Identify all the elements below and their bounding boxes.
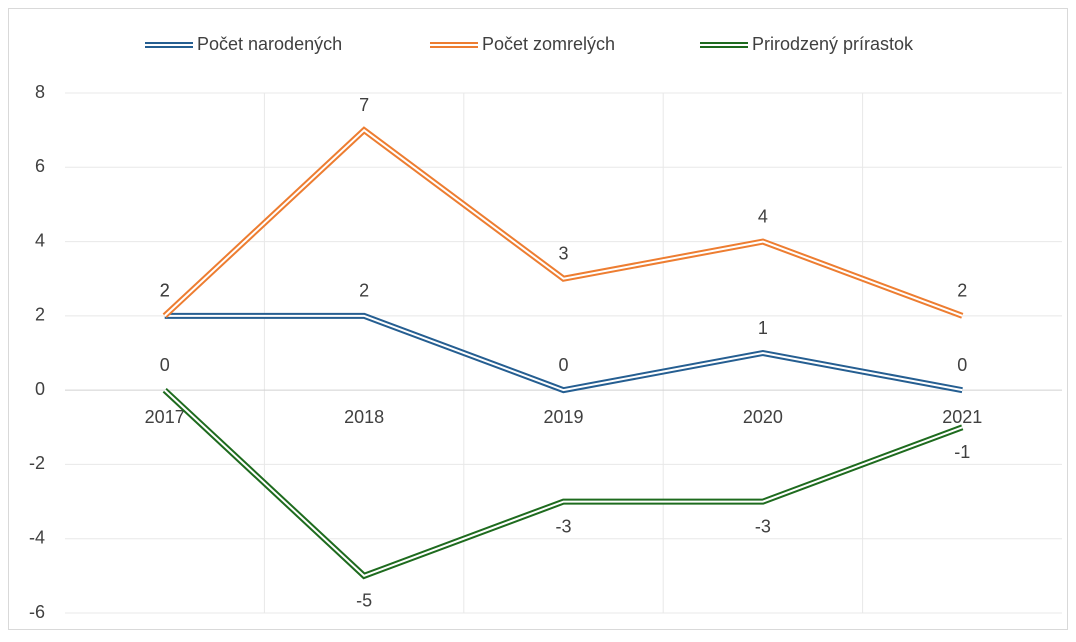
y-tick-label: 6 <box>35 156 45 176</box>
y-tick-label: 4 <box>35 230 45 250</box>
y-tick-label: -4 <box>29 527 45 547</box>
chart-border <box>8 8 1068 630</box>
x-tick-label: 2019 <box>543 407 583 427</box>
data-label: 1 <box>758 318 768 338</box>
series-line-inner <box>164 314 963 392</box>
data-label: -1 <box>954 442 970 462</box>
data-label: 0 <box>957 355 967 375</box>
data-label: -3 <box>555 516 571 536</box>
y-tick-label: 8 <box>35 82 45 102</box>
x-tick-label: 2018 <box>344 407 384 427</box>
data-label: -5 <box>356 591 372 611</box>
y-tick-label: -2 <box>29 453 45 473</box>
legend-label: Počet zomrelých <box>482 34 615 54</box>
data-label: 2 <box>359 281 369 301</box>
x-tick-label: 2017 <box>145 407 185 427</box>
data-label: 7 <box>359 95 369 115</box>
series-line-inner <box>164 389 963 578</box>
y-tick-label: 2 <box>35 305 45 325</box>
y-tick-label: -6 <box>29 602 45 622</box>
series-line-inner <box>164 128 963 317</box>
data-label: 0 <box>558 355 568 375</box>
data-label: 3 <box>558 243 568 263</box>
data-label: 0 <box>160 355 170 375</box>
data-label: 4 <box>758 206 768 226</box>
legend-label: Počet narodených <box>197 34 342 54</box>
data-label: 2 <box>160 281 170 301</box>
x-tick-label: 2020 <box>743 407 783 427</box>
data-label: 2 <box>957 281 967 301</box>
x-tick-label: 2021 <box>942 407 982 427</box>
data-label: 2 <box>160 281 170 301</box>
y-tick-label: 0 <box>35 379 45 399</box>
data-label: -3 <box>755 516 771 536</box>
legend-label: Prirodzený prírastok <box>752 34 914 54</box>
